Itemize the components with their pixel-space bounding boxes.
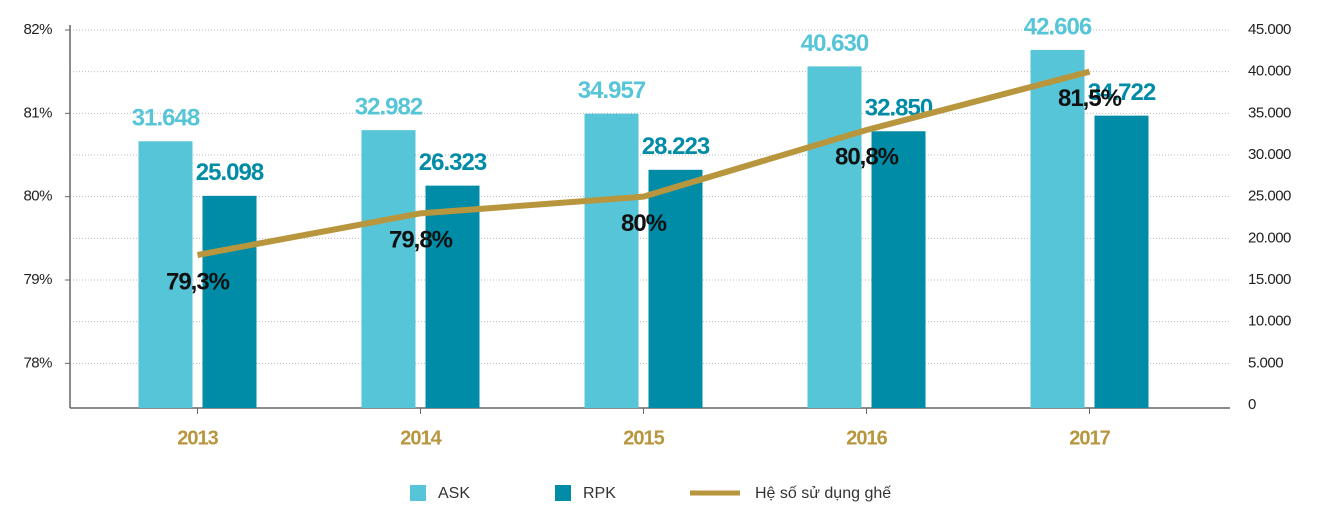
data-label: 81,5% bbox=[1058, 85, 1122, 112]
y-tick-label: 80% bbox=[23, 188, 52, 205]
y2-tick-label: 15.000 bbox=[1248, 271, 1291, 288]
bar bbox=[202, 195, 257, 408]
x-tick-label: 2016 bbox=[846, 427, 887, 449]
y2-tick-label: 45.000 bbox=[1248, 21, 1291, 38]
data-label: 80% bbox=[621, 210, 667, 237]
y-tick-label: 79% bbox=[23, 271, 52, 288]
y2-tick-label: 5.000 bbox=[1248, 354, 1283, 371]
bar bbox=[871, 131, 926, 408]
bar bbox=[807, 66, 862, 409]
data-label: 80,8% bbox=[835, 143, 899, 170]
data-label: 34.722 bbox=[1088, 79, 1156, 106]
bar bbox=[1094, 115, 1149, 409]
x-tick-label: 2014 bbox=[400, 427, 442, 449]
bar bbox=[1030, 49, 1085, 408]
data-label: 79,3% bbox=[166, 268, 230, 295]
y2-tick-label: 20.000 bbox=[1248, 229, 1291, 246]
bar bbox=[584, 113, 639, 409]
y2-tick-label: 40.000 bbox=[1248, 63, 1291, 80]
y2-tick-label: 35.000 bbox=[1248, 104, 1291, 121]
legend-swatch bbox=[410, 485, 426, 501]
data-label: 42.606 bbox=[1024, 13, 1092, 40]
x-tick-label: 2013 bbox=[177, 427, 218, 449]
y2-tick-label: 25.000 bbox=[1248, 188, 1291, 205]
y-tick-label: 82% bbox=[23, 21, 52, 38]
data-label: 79,8% bbox=[389, 227, 453, 254]
bar bbox=[648, 169, 703, 408]
y2-tick-label: 0 bbox=[1248, 396, 1256, 413]
data-label: 25.098 bbox=[196, 159, 264, 186]
data-label: 40.630 bbox=[801, 30, 869, 57]
legend-swatch bbox=[555, 485, 571, 501]
legend-label: RPK bbox=[583, 485, 616, 502]
y2-tick-label: 10.000 bbox=[1248, 313, 1291, 330]
data-label: 28.223 bbox=[642, 133, 710, 160]
y-tick-label: 81% bbox=[23, 104, 52, 121]
y2-tick-label: 30.000 bbox=[1248, 146, 1291, 163]
data-label: 34.957 bbox=[578, 77, 646, 104]
bar bbox=[361, 130, 416, 408]
bar bbox=[425, 185, 480, 408]
data-label: 32.982 bbox=[355, 93, 423, 120]
legend-label: Hệ số sử dụng ghế bbox=[755, 485, 891, 502]
x-tick-label: 2015 bbox=[623, 427, 664, 449]
line bbox=[196, 68, 1091, 258]
y-tick-label: 78% bbox=[23, 354, 52, 371]
x-tick-label: 2017 bbox=[1069, 427, 1110, 449]
legend-label: ASK bbox=[438, 485, 470, 502]
data-label: 31.648 bbox=[132, 105, 200, 132]
data-label: 26.323 bbox=[419, 149, 487, 176]
bar bbox=[138, 141, 193, 408]
